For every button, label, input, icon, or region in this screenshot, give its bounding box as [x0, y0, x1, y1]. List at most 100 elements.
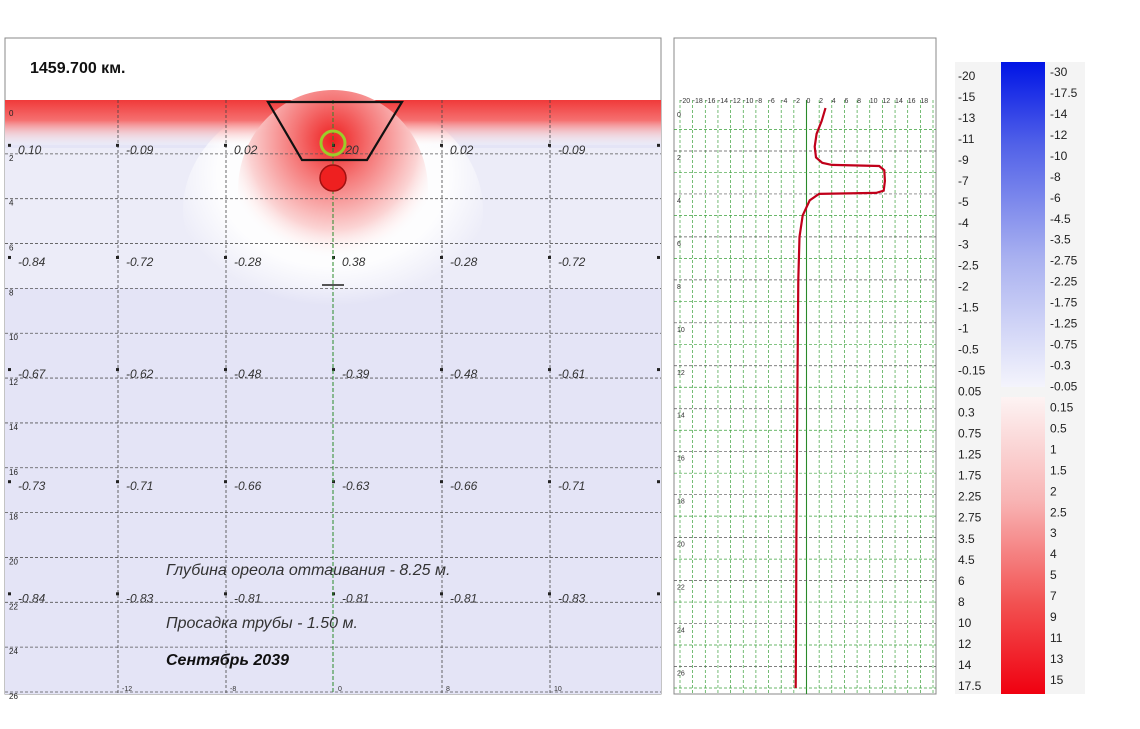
heatmap-x-labels: -12 -8 0 8 10: [122, 686, 562, 693]
colorbar-right-label: -17.5: [1050, 86, 1078, 100]
colorbar-left-label: 3.5: [958, 532, 975, 546]
cell-value: 0.10: [18, 143, 42, 157]
colorbar-right-label: -1.75: [1050, 296, 1078, 310]
profile-depth-label: 8: [677, 284, 681, 291]
grid-node-marker: [116, 368, 119, 372]
cell-value: -0.62: [126, 367, 154, 381]
profile-x-tick: -4: [781, 98, 787, 105]
colorbar-left-labels: -20 -15 -13 -11 -9 -7 -5 -4 -3 -2.5 -2 -1.5 -1 -0.5 -0…: [958, 69, 986, 693]
colorbar-left-label: -0.15: [958, 363, 986, 377]
colorbar-left-label: -4: [958, 216, 969, 230]
depth-label: 26: [9, 692, 18, 701]
profile-depth-label: 12: [677, 370, 685, 377]
grid-node-marker: [116, 255, 119, 259]
colorbar-left-label: 10: [958, 616, 972, 630]
pipe-icon: [319, 164, 347, 192]
colorbar-left-label: 0.3: [958, 406, 975, 420]
colorbar-left-label: 8: [958, 595, 965, 609]
profile-depth-label: 0: [677, 112, 681, 119]
grid-node-marker: [224, 480, 227, 484]
grid-node-marker: [657, 143, 660, 147]
colorbar-right-label: -0.75: [1050, 338, 1078, 352]
colorbar-right-label: -2.25: [1050, 275, 1078, 289]
grid-node-marker: [548, 480, 551, 484]
colorbar-right-label: 13: [1050, 652, 1064, 666]
depth-label: 12: [9, 378, 18, 387]
cell-value: 0.02: [450, 143, 474, 157]
profile-depth-label: 14: [677, 413, 685, 420]
grid-node-marker: [657, 480, 660, 484]
warm-colorbar: [1001, 397, 1045, 694]
depth-label: 4: [9, 199, 14, 208]
colorbar-right-label: -2.75: [1050, 254, 1078, 268]
profile-depth-label: 10: [677, 327, 685, 334]
colorbar-right-label: 3: [1050, 526, 1057, 540]
colorbar-right-label: -8: [1050, 170, 1061, 184]
profile-x-tick: 10: [870, 98, 878, 105]
colorbar-right-label: 15: [1050, 673, 1064, 687]
colorbar-left-label: -0.5: [958, 342, 979, 356]
colorbar-right-label: 4: [1050, 547, 1057, 561]
colorbar-left-label: -5: [958, 195, 969, 209]
profile-depth-label: 16: [677, 456, 685, 463]
cold-colorbar: [1001, 62, 1045, 387]
profile-x-tick: -16: [705, 98, 715, 105]
cell-value: -0.84: [18, 255, 46, 269]
grid-node-marker: [440, 592, 443, 596]
colorbar-left-label: 0.05: [958, 385, 982, 399]
cell-value: -0.83: [558, 591, 586, 605]
profile-x-tick: 12: [882, 98, 890, 105]
colorbar-right-label: 1.5: [1050, 463, 1067, 477]
profile-depth-label: 2: [677, 155, 681, 162]
cell-value: -0.28: [234, 255, 262, 269]
grid-node-marker: [440, 143, 443, 147]
grid-node-marker: [116, 480, 119, 484]
colorbar-left-label: 1.75: [958, 469, 982, 483]
pipe-sag-annotation: Просадка трубы - 1.50 м.: [166, 615, 358, 632]
colorbar-left-label: -11: [958, 132, 975, 146]
profile-x-tick: -2: [794, 98, 800, 105]
colorbar-left-label: -3: [958, 237, 969, 251]
cell-value: -0.66: [234, 479, 262, 493]
profile-x-tick: -12: [731, 98, 741, 105]
colorbar-left-label: -7: [958, 174, 969, 188]
colorbar-left-label: 0.75: [958, 427, 982, 441]
heatmap-x-label: 8: [446, 686, 450, 693]
profile-x-tick-labels: -20 -18 -16 -14 -12 -10 -8 -6 -4 -2 0 2 4 6 8 10 12 14 16 1…: [680, 98, 928, 105]
cell-value: -0.73: [18, 479, 46, 493]
profile-x-tick: 8: [857, 98, 861, 105]
date-annotation: Сентябрь 2039: [166, 652, 289, 669]
cell-value: -0.72: [558, 255, 586, 269]
profile-x-tick: -6: [769, 98, 775, 105]
colorbar-right-label: -0.3: [1050, 359, 1071, 373]
cell-value: -0.71: [126, 479, 153, 493]
colorbar-left-label: -20: [958, 69, 976, 83]
cell-value: .20: [342, 143, 359, 157]
grid-node-marker: [8, 368, 11, 372]
profile-depth-label: 6: [677, 241, 681, 248]
cell-value: -0.84: [18, 591, 46, 605]
grid-node-marker: [116, 592, 119, 596]
colorbar-right-label: 2.5: [1050, 505, 1067, 519]
embankment-outline: [266, 100, 404, 162]
profile-x-tick: 0: [807, 98, 811, 105]
grid-node-marker: [224, 255, 227, 259]
colorbar-right-label: 1: [1050, 442, 1057, 456]
grid-node-marker: [8, 143, 11, 147]
grid-node-marker: [657, 368, 660, 372]
grid-node-marker: [440, 368, 443, 372]
cell-value: -0.81: [450, 591, 477, 605]
cell-value: -0.67: [18, 367, 47, 381]
colorbar-left-label: 4.5: [958, 553, 975, 567]
colorbar-right-label: -4.5: [1050, 212, 1071, 226]
grid-node-marker: [8, 255, 11, 259]
cell-value: -0.61: [558, 367, 585, 381]
colorbar-legend: -20 -15 -13 -11 -9 -7 -5 -4 -3 -2.5 -2 -1.5 -1 -0.5 -0…: [955, 62, 1085, 694]
profile-depth-label: 24: [677, 628, 685, 635]
cell-value: -0.39: [342, 367, 370, 381]
thaw-depth-annotation: Глубина ореола оттаивания - 8.25 м.: [166, 562, 450, 579]
profile-grid: [674, 100, 936, 694]
cell-value: 0.38: [342, 255, 366, 269]
cell-value: -0.71: [558, 479, 585, 493]
